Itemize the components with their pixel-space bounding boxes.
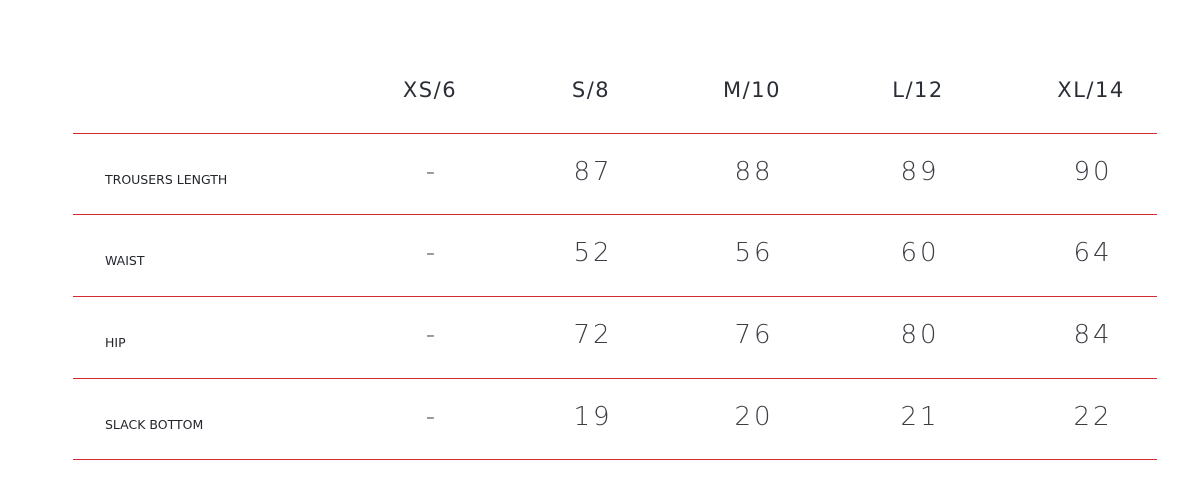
row-divider: [73, 378, 1157, 379]
table-cell: 56: [734, 238, 774, 268]
table-cell: 22: [1073, 402, 1113, 432]
table-cell: 64: [1073, 238, 1113, 268]
table-cell: 80: [900, 320, 940, 350]
table-cell: -: [425, 238, 439, 268]
row-label: HIP: [105, 335, 126, 350]
table-cell: 60: [900, 238, 940, 268]
table-cell: 89: [900, 157, 940, 187]
column-header: M/10: [723, 78, 781, 102]
column-header: XL/14: [1057, 78, 1125, 102]
table-cell: -: [425, 157, 439, 187]
table-cell: 52: [573, 238, 613, 268]
table-cell: 76: [734, 320, 774, 350]
table-cell: -: [425, 402, 439, 432]
row-label: SLACK BOTTOM: [105, 417, 204, 432]
table-cell: 21: [900, 402, 940, 432]
table-cell: 20: [734, 402, 774, 432]
row-label: WAIST: [105, 253, 145, 268]
row-label: TROUSERS LENGTH: [105, 172, 228, 187]
column-header: L/12: [892, 78, 944, 102]
row-divider: [73, 296, 1157, 297]
table-cell: 88: [734, 157, 774, 187]
column-header: S/8: [571, 78, 611, 102]
column-header: XS/6: [402, 78, 458, 102]
table-cell: -: [425, 320, 439, 350]
table-cell: 19: [573, 402, 613, 432]
row-divider: [73, 133, 1157, 134]
row-divider: [73, 214, 1157, 215]
table-cell: 72: [573, 320, 613, 350]
table-cell: 87: [573, 157, 613, 187]
row-divider: [73, 459, 1157, 460]
table-cell: 90: [1073, 157, 1113, 187]
table-cell: 84: [1073, 320, 1113, 350]
